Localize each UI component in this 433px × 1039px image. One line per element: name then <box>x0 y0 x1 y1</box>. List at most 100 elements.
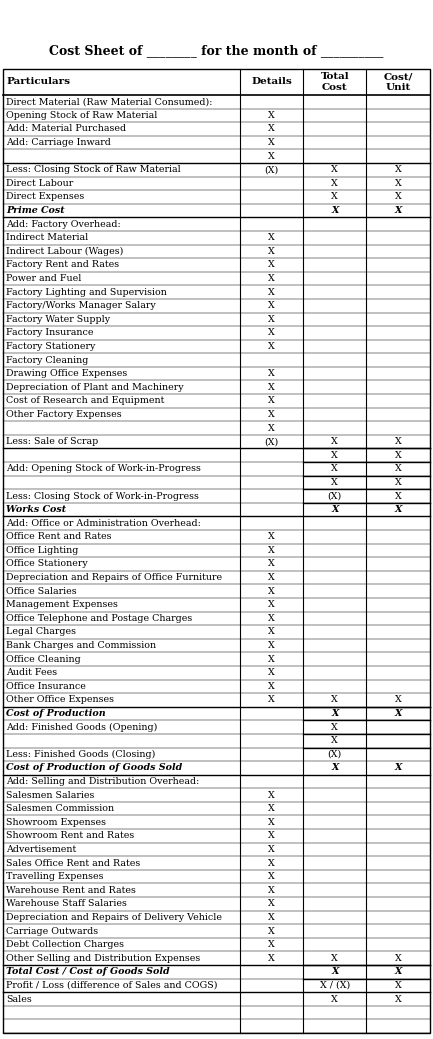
Text: X: X <box>268 233 275 242</box>
Text: X: X <box>331 709 339 718</box>
Text: Salesmen Salaries: Salesmen Salaries <box>6 791 94 800</box>
Text: Factory Cleaning: Factory Cleaning <box>6 355 88 365</box>
Text: Opening Stock of Raw Material: Opening Stock of Raw Material <box>6 111 157 119</box>
Text: Other Selling and Distribution Expenses: Other Selling and Distribution Expenses <box>6 954 200 963</box>
Text: X: X <box>395 695 401 704</box>
Text: (X): (X) <box>265 437 279 446</box>
Text: X: X <box>268 804 275 814</box>
Text: Less: Finished Goods (Closing): Less: Finished Goods (Closing) <box>6 750 155 758</box>
Text: Prime Cost: Prime Cost <box>6 206 65 215</box>
Text: X: X <box>395 437 401 446</box>
Text: X: X <box>268 574 275 582</box>
Text: X: X <box>268 845 275 854</box>
Text: X: X <box>395 491 401 501</box>
Text: Sales: Sales <box>6 994 32 1004</box>
Text: (X): (X) <box>328 491 342 501</box>
Text: Factory Insurance: Factory Insurance <box>6 328 94 338</box>
Text: Add: Opening Stock of Work-in-Progress: Add: Opening Stock of Work-in-Progress <box>6 464 201 474</box>
Text: X: X <box>268 301 275 311</box>
Text: Direct Expenses: Direct Expenses <box>6 192 84 202</box>
Text: Cost of Production of Goods Sold: Cost of Production of Goods Sold <box>6 764 182 772</box>
Text: X: X <box>395 994 401 1004</box>
Text: X: X <box>331 967 339 977</box>
Text: X: X <box>395 179 401 188</box>
Text: Add: Factory Overhead:: Add: Factory Overhead: <box>6 219 121 229</box>
Text: Direct Labour: Direct Labour <box>6 179 73 188</box>
Text: Carriage Outwards: Carriage Outwards <box>6 927 98 935</box>
Text: Factory Rent and Rates: Factory Rent and Rates <box>6 261 119 269</box>
Text: X: X <box>331 179 338 188</box>
Text: Add: Material Purchased: Add: Material Purchased <box>6 125 126 133</box>
Text: X: X <box>268 315 275 324</box>
Text: X: X <box>268 682 275 691</box>
Text: X: X <box>268 261 275 269</box>
Text: Warehouse Staff Salaries: Warehouse Staff Salaries <box>6 900 127 908</box>
Text: X: X <box>395 981 401 990</box>
Text: X: X <box>394 206 402 215</box>
Text: X: X <box>268 288 275 296</box>
Text: X / (X): X / (X) <box>320 981 350 990</box>
Text: Direct Material (Raw Material Consumed):: Direct Material (Raw Material Consumed): <box>6 98 213 106</box>
Text: Office Stationery: Office Stationery <box>6 559 88 568</box>
Text: X: X <box>331 764 339 772</box>
Text: Cost of Production: Cost of Production <box>6 709 106 718</box>
Text: Factory Water Supply: Factory Water Supply <box>6 315 110 324</box>
Text: (X): (X) <box>328 750 342 758</box>
Text: X: X <box>268 641 275 650</box>
Text: X: X <box>268 247 275 256</box>
Text: Add: Office or Administration Overhead:: Add: Office or Administration Overhead: <box>6 518 201 528</box>
Text: X: X <box>268 831 275 841</box>
Text: X: X <box>268 695 275 704</box>
Text: Profit / Loss (difference of Sales and COGS): Profit / Loss (difference of Sales and C… <box>6 981 217 990</box>
Text: X: X <box>395 954 401 963</box>
Text: X: X <box>268 138 275 148</box>
Text: X: X <box>394 764 402 772</box>
Text: X: X <box>331 505 339 514</box>
Text: Management Expenses: Management Expenses <box>6 601 118 609</box>
Text: X: X <box>268 587 275 595</box>
Text: Office Rent and Rates: Office Rent and Rates <box>6 532 112 541</box>
Text: X: X <box>268 900 275 908</box>
Text: X: X <box>331 437 338 446</box>
Text: Legal Charges: Legal Charges <box>6 628 76 637</box>
Text: Total
Cost: Total Cost <box>320 73 349 91</box>
Text: X: X <box>268 342 275 351</box>
Text: Factory/Works Manager Salary: Factory/Works Manager Salary <box>6 301 156 311</box>
Text: Showroom Expenses: Showroom Expenses <box>6 818 106 827</box>
Text: Less: Closing Stock of Raw Material: Less: Closing Stock of Raw Material <box>6 165 181 175</box>
Text: Less: Closing Stock of Work-in-Progress: Less: Closing Stock of Work-in-Progress <box>6 491 199 501</box>
Text: Particulars: Particulars <box>6 78 70 86</box>
Text: Other Office Expenses: Other Office Expenses <box>6 695 114 704</box>
Text: X: X <box>268 927 275 935</box>
Text: Depreciation and Repairs of Delivery Vehicle: Depreciation and Repairs of Delivery Veh… <box>6 913 222 922</box>
Text: X: X <box>331 954 338 963</box>
Text: Sales Office Rent and Rates: Sales Office Rent and Rates <box>6 858 140 868</box>
Text: (X): (X) <box>265 165 279 175</box>
Text: Debt Collection Charges: Debt Collection Charges <box>6 940 124 950</box>
Text: X: X <box>331 737 338 745</box>
Text: X: X <box>395 192 401 202</box>
Text: Cost of Research and Equipment: Cost of Research and Equipment <box>6 396 165 405</box>
Text: X: X <box>395 451 401 459</box>
Text: X: X <box>331 478 338 487</box>
Text: Other Factory Expenses: Other Factory Expenses <box>6 410 122 419</box>
Text: X: X <box>268 601 275 609</box>
Text: Audit Fees: Audit Fees <box>6 668 57 677</box>
Text: Indirect Material: Indirect Material <box>6 233 88 242</box>
Text: X: X <box>395 464 401 474</box>
Text: Add: Finished Goods (Opening): Add: Finished Goods (Opening) <box>6 722 157 731</box>
Text: Cost/
Unit: Cost/ Unit <box>384 73 413 91</box>
Text: Office Salaries: Office Salaries <box>6 587 77 595</box>
Text: X: X <box>268 818 275 827</box>
Text: Warehouse Rent and Rates: Warehouse Rent and Rates <box>6 886 136 895</box>
Text: X: X <box>268 954 275 963</box>
Text: X: X <box>268 274 275 283</box>
Text: X: X <box>268 125 275 133</box>
Text: Showroom Rent and Rates: Showroom Rent and Rates <box>6 831 134 841</box>
Text: Factory Stationery: Factory Stationery <box>6 342 95 351</box>
Text: Add: Carriage Inward: Add: Carriage Inward <box>6 138 111 148</box>
Text: X: X <box>268 913 275 922</box>
Text: Details: Details <box>251 78 292 86</box>
Text: X: X <box>268 886 275 895</box>
Text: Cost Sheet of ________ for the month of __________: Cost Sheet of ________ for the month of … <box>49 45 384 57</box>
